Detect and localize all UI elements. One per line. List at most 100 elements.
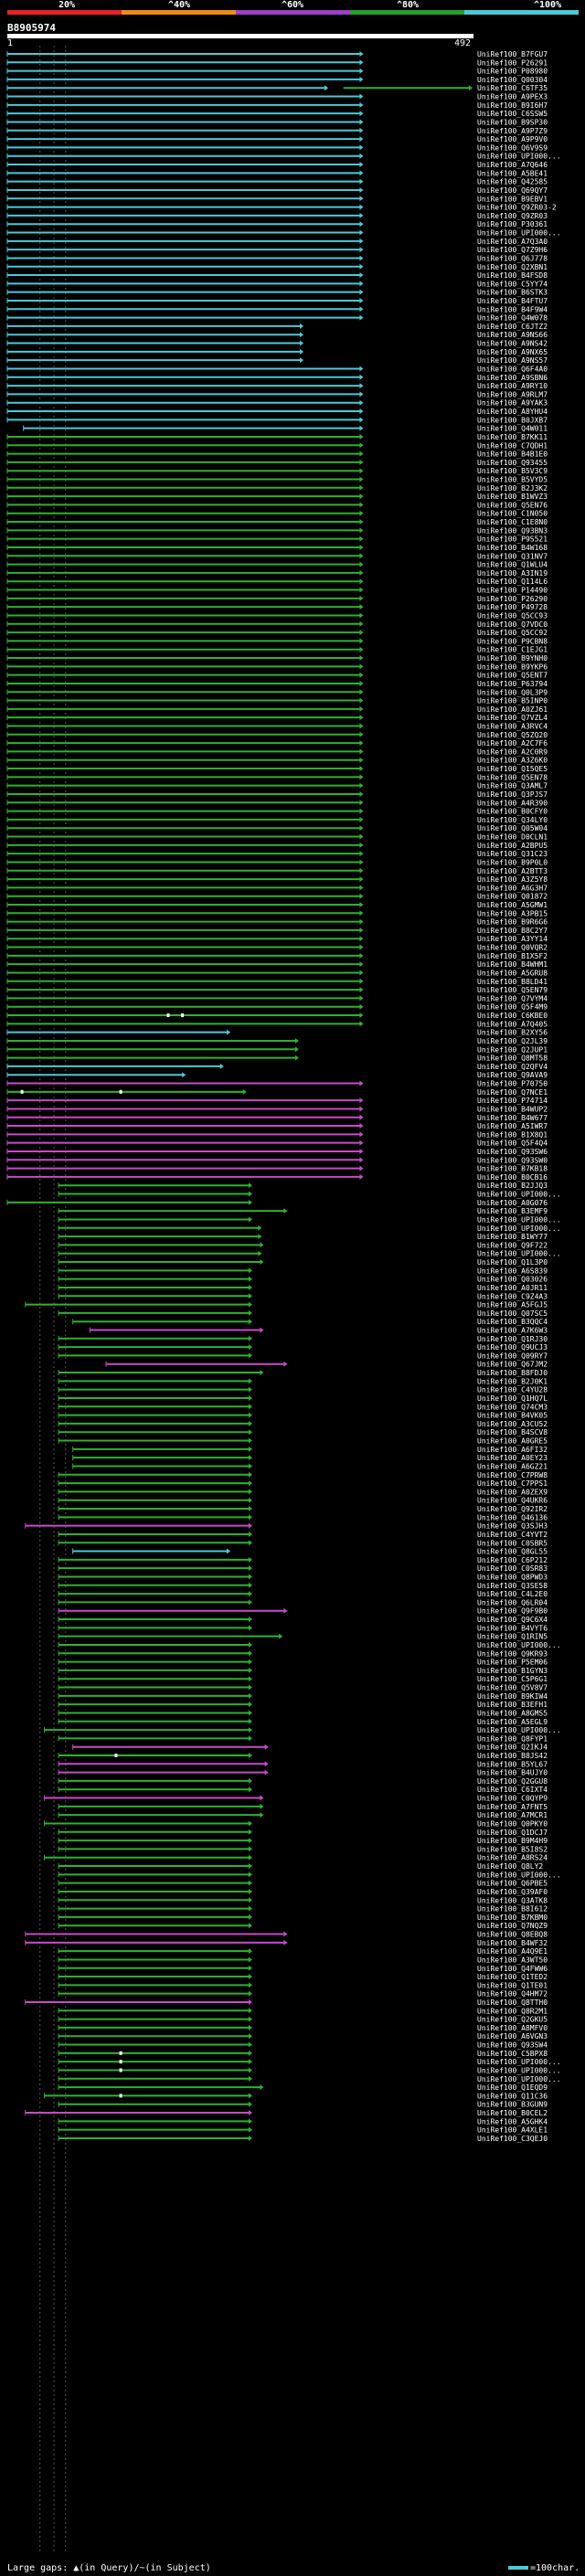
hit-label[interactable]: UniRef100_C6IXT4: [477, 1786, 548, 1794]
hit-label[interactable]: UniRef100_Q01872: [477, 893, 548, 901]
hit-label[interactable]: UniRef100_A3Z5Y8: [477, 875, 548, 884]
hit-label[interactable]: UniRef100_A0ZEX9: [477, 1488, 548, 1496]
hit-label[interactable]: UniRef100_Q92IR2: [477, 1505, 548, 1513]
hit-label[interactable]: UniRef100_C7PPS1: [477, 1479, 548, 1488]
hit-label[interactable]: UniRef100_B9SP30: [477, 118, 548, 126]
hit-label[interactable]: UniRef100_A2BPU5: [477, 842, 548, 850]
hit-label[interactable]: UniRef100_B4WHM1: [477, 960, 548, 969]
hit-label[interactable]: UniRef100_Q6J778: [477, 254, 548, 262]
hit-label[interactable]: UniRef100_B6STK3: [477, 289, 548, 297]
hit-label[interactable]: UniRef100_P70750: [477, 1080, 548, 1088]
hit-label[interactable]: UniRef100_A4R390: [477, 799, 548, 807]
hit-label[interactable]: UniRef100_C4YU28: [477, 1386, 548, 1394]
hit-label[interactable]: UniRef100_Q07SC5: [477, 1309, 548, 1318]
hit-label[interactable]: UniRef100_A9NX65: [477, 348, 548, 356]
hit-label[interactable]: UniRef100_P74714: [477, 1097, 548, 1105]
hit-label[interactable]: UniRef100_C4L2E0: [477, 1590, 548, 1598]
hit-label[interactable]: UniRef100_B1X8Q1: [477, 1130, 548, 1139]
hit-label[interactable]: UniRef100_A9YAK3: [477, 399, 548, 408]
hit-label[interactable]: UniRef100_C0QYP9: [477, 1795, 548, 1803]
hit-label[interactable]: UniRef100_Q93SW6: [477, 1148, 548, 1156]
hit-label[interactable]: UniRef100_B4FSD8: [477, 271, 548, 280]
hit-label[interactable]: UniRef100_A2C7F6: [477, 739, 548, 747]
hit-label[interactable]: UniRef100_Q114L6: [477, 578, 548, 586]
hit-label[interactable]: UniRef100_Q46136: [477, 1513, 548, 1521]
hit-label[interactable]: UniRef100_A2C0R9: [477, 747, 548, 756]
hit-label[interactable]: UniRef100_B9R6G6: [477, 918, 548, 927]
hit-label[interactable]: UniRef100_UPI000...: [477, 1871, 561, 1879]
hit-label[interactable]: UniRef100_B4WUP2: [477, 1105, 548, 1113]
hit-label[interactable]: UniRef100_Q2GKU5: [477, 2016, 548, 2024]
hit-label[interactable]: UniRef100_Q00304: [477, 76, 548, 84]
hit-label[interactable]: UniRef100_B9YNH0: [477, 654, 548, 663]
hit-label[interactable]: UniRef100_A3YY14: [477, 935, 548, 943]
hit-label[interactable]: UniRef100_B4W168: [477, 544, 548, 552]
hit-label[interactable]: UniRef100_B3QQC4: [477, 1318, 548, 1326]
hit-label[interactable]: UniRef100_D0CLN1: [477, 833, 548, 842]
hit-label[interactable]: UniRef100_Q0L3P9: [477, 688, 548, 696]
hit-label[interactable]: UniRef100_Q5EN79: [477, 986, 548, 994]
hit-label[interactable]: UniRef100_UPI000...: [477, 1250, 561, 1258]
hit-label[interactable]: UniRef100_Q1RIN5: [477, 1633, 548, 1641]
hit-label[interactable]: UniRef100_Q5CC93: [477, 611, 548, 620]
hit-label[interactable]: UniRef100_A9NS66: [477, 331, 548, 339]
hit-label[interactable]: UniRef100_B0JXB7: [477, 416, 548, 424]
hit-label[interactable]: UniRef100_A3Z6K0: [477, 757, 548, 765]
hit-label[interactable]: UniRef100_Q8EBQ8: [477, 1931, 548, 1939]
hit-label[interactable]: UniRef100_B4W677: [477, 1114, 548, 1122]
hit-label[interactable]: UniRef100_Q31NV7: [477, 552, 548, 560]
hit-label[interactable]: UniRef100_A0G076: [477, 1199, 548, 1207]
hit-label[interactable]: UniRef100_P08980: [477, 68, 548, 76]
hit-label[interactable]: UniRef100_A9RY10: [477, 382, 548, 390]
hit-label[interactable]: UniRef100_B5INP0: [477, 697, 548, 705]
hit-label[interactable]: UniRef100_A9PEX3: [477, 93, 548, 101]
hit-label[interactable]: UniRef100_Q09RY7: [477, 1352, 548, 1360]
hit-label[interactable]: UniRef100_B8FDJ0: [477, 1369, 548, 1377]
hit-label[interactable]: UniRef100_Q67JM2: [477, 1361, 548, 1369]
hit-label[interactable]: UniRef100_Q0PKY0: [477, 1819, 548, 1828]
hit-label[interactable]: UniRef100_Q93SW4: [477, 2041, 548, 2050]
hit-label[interactable]: UniRef100_A3PB15: [477, 909, 548, 917]
hit-label[interactable]: UniRef100_P63794: [477, 680, 548, 688]
hit-label[interactable]: UniRef100_B5VYD5: [477, 476, 548, 484]
hit-label[interactable]: UniRef100_B5I8S2: [477, 1845, 548, 1853]
hit-label[interactable]: UniRef100_Q69QY7: [477, 186, 548, 195]
hit-label[interactable]: UniRef100_B1GYN3: [477, 1667, 548, 1675]
hit-label[interactable]: UniRef100_Q2GGU8: [477, 1777, 548, 1786]
hit-label[interactable]: UniRef100_A6FI32: [477, 1446, 548, 1454]
hit-label[interactable]: UniRef100_A5GRU8: [477, 969, 548, 977]
hit-label[interactable]: UniRef100_Q9C6X4: [477, 1616, 548, 1624]
hit-label[interactable]: UniRef100_Q11C36: [477, 2092, 548, 2100]
hit-label[interactable]: UniRef100_B4B1E0: [477, 451, 548, 459]
hit-label[interactable]: UniRef100_Q8TTH0: [477, 1998, 548, 2007]
hit-label[interactable]: UniRef100_A5BE41: [477, 169, 548, 177]
hit-label[interactable]: UniRef100_Q8GL55: [477, 1548, 548, 1556]
hit-label[interactable]: UniRef100_P26290: [477, 595, 548, 603]
hit-label[interactable]: UniRef100_B0CEL2: [477, 2109, 548, 2117]
hit-label[interactable]: UniRef100_B4F9W4: [477, 305, 548, 313]
hit-label[interactable]: UniRef100_UPI000...: [477, 2066, 561, 2074]
hit-label[interactable]: UniRef100_B8C2Y7: [477, 927, 548, 935]
hit-label[interactable]: UniRef100_B9I6H7: [477, 101, 548, 110]
hit-label[interactable]: UniRef100_A3WT50: [477, 1956, 548, 1964]
hit-label[interactable]: UniRef100_C3QEJ0: [477, 2135, 548, 2143]
hit-label[interactable]: UniRef100_Q5ZQ20: [477, 731, 548, 739]
hit-label[interactable]: UniRef100_Q3AML7: [477, 782, 548, 790]
hit-label[interactable]: UniRef100_B7KK11: [477, 433, 548, 441]
hit-label[interactable]: UniRef100_A5GMW1: [477, 901, 548, 909]
hit-label[interactable]: UniRef100_Q9AVA9: [477, 1071, 548, 1079]
hit-label[interactable]: UniRef100_Q9ZR03: [477, 212, 548, 220]
hit-label[interactable]: UniRef100_B0CFY0: [477, 808, 548, 816]
hit-label[interactable]: UniRef100_Q6V9S9: [477, 143, 548, 152]
hit-label[interactable]: UniRef100_A0GRE5: [477, 1437, 548, 1446]
hit-label[interactable]: UniRef100_B8I612: [477, 1905, 548, 1913]
hit-label[interactable]: UniRef100_Q4W011: [477, 425, 548, 433]
hit-label[interactable]: UniRef100_B5YL67: [477, 1760, 548, 1768]
hit-label[interactable]: UniRef100_B0CB16: [477, 1173, 548, 1182]
hit-label[interactable]: UniRef100_UPI000...: [477, 1726, 561, 1734]
hit-label[interactable]: UniRef100_Q34LY0: [477, 816, 548, 824]
hit-label[interactable]: UniRef100_B1X5F2: [477, 952, 548, 960]
hit-label[interactable]: UniRef100_Q1TE01: [477, 1981, 548, 1989]
hit-label[interactable]: UniRef100_B7KBM0: [477, 1913, 548, 1922]
hit-label[interactable]: UniRef100_C4YVT2: [477, 1531, 548, 1539]
